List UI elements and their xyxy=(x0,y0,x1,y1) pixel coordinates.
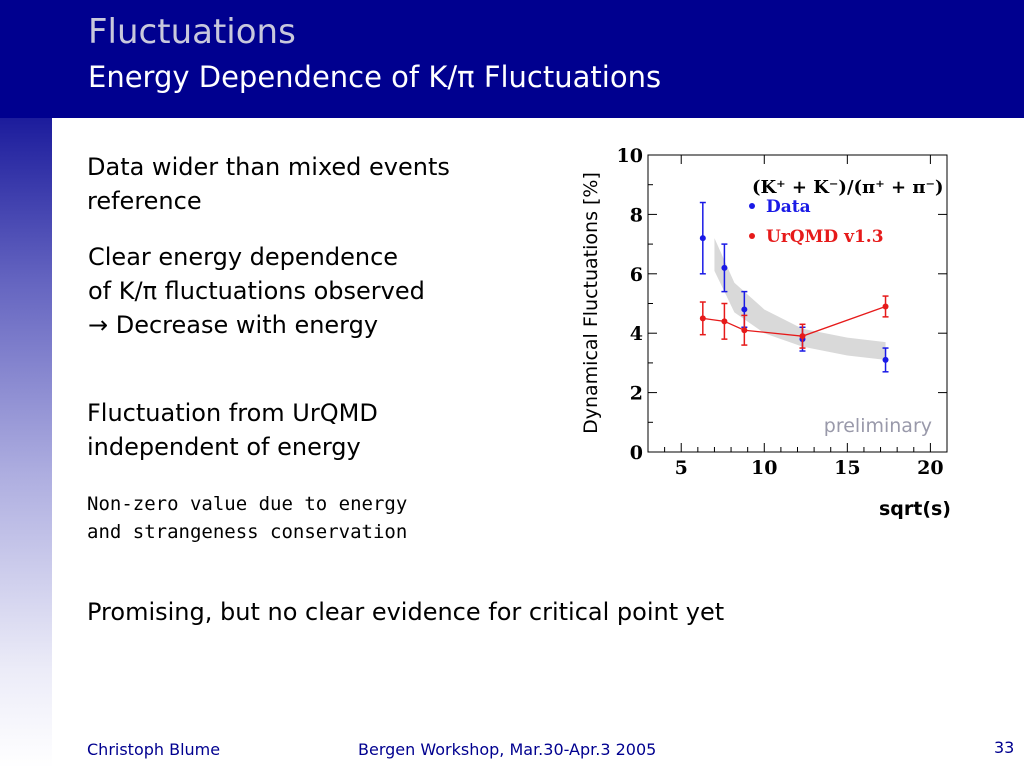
bullet-line: of K/π fluctuations observed xyxy=(88,277,425,305)
slide-subtitle: Energy Dependence of K/π Fluctuations xyxy=(88,60,662,94)
bullet-data-wider: Data wider than mixed events reference xyxy=(87,150,450,218)
legend-marker xyxy=(749,203,755,209)
y-tick-label: 2 xyxy=(630,383,643,405)
note-line: and strangeness conservation xyxy=(87,521,408,543)
y-tick-label: 10 xyxy=(617,145,643,167)
bullet-line: independent of energy xyxy=(87,433,361,461)
slide-title: Fluctuations xyxy=(88,12,296,52)
footer-author: Christoph Blume xyxy=(87,740,221,759)
model-band xyxy=(714,238,886,360)
footer-event: Bergen Workshop, Mar.30-Apr.3 2005 xyxy=(358,740,657,759)
data-point xyxy=(882,303,889,310)
bullet-urqmd: Fluctuation from UrQMD independent of en… xyxy=(87,396,378,464)
sidebar-gradient xyxy=(0,118,52,768)
x-tick-label: 10 xyxy=(751,457,777,479)
x-tick-label: 20 xyxy=(917,457,943,479)
bullet-energy-dependence: Clear energy dependence of K/π fluctuati… xyxy=(88,240,425,342)
legend-label: UrQMD v1.3 xyxy=(766,227,884,247)
note-line: Non-zero value due to energy xyxy=(87,493,408,515)
chart-title: (K⁺ + K⁻)/(π⁺ + π⁻) xyxy=(752,177,944,198)
x-tick-label: 5 xyxy=(675,457,688,479)
x-axis-label: sqrt(s) xyxy=(879,498,951,520)
data-point xyxy=(799,333,806,340)
data-point xyxy=(741,327,748,334)
fluctuation-chart: 5 10 15 20 0 2 4 6 8 10 (K⁺ + K⁻)/(π⁺ + π⁻) Data U… xyxy=(580,145,951,520)
y-tick-label: 0 xyxy=(630,442,643,464)
preliminary-label: preliminary xyxy=(824,415,932,437)
x-tick-label: 15 xyxy=(834,457,860,479)
bullet-line: reference xyxy=(87,187,202,215)
y-tick-label: 4 xyxy=(630,323,643,345)
page-number: 33 xyxy=(994,738,1015,757)
legend-label: Data xyxy=(766,197,811,217)
data-point xyxy=(882,356,889,363)
y-axis-label: Dynamical Fluctuations [%] xyxy=(580,172,602,434)
title-bar: Fluctuations Energy Dependence of K/π Fl… xyxy=(0,0,1024,118)
note-nonzero: Non-zero value due to energy and strange… xyxy=(87,490,407,546)
data-point xyxy=(721,318,728,325)
legend-marker xyxy=(749,233,755,239)
bullet-line: Fluctuation from UrQMD xyxy=(87,399,378,427)
y-tick-label: 6 xyxy=(630,264,643,286)
data-point xyxy=(699,315,706,322)
bullet-line: Data wider than mixed events xyxy=(87,153,450,181)
data-point xyxy=(721,264,728,271)
bullet-line: → Decrease with energy xyxy=(88,311,379,339)
bullet-line: Clear energy dependence xyxy=(88,243,399,271)
data-point xyxy=(741,306,748,313)
bullet-conclusion: Promising, but no clear evidence for cri… xyxy=(87,598,725,626)
y-tick-label: 8 xyxy=(630,204,643,226)
data-point xyxy=(699,235,706,242)
